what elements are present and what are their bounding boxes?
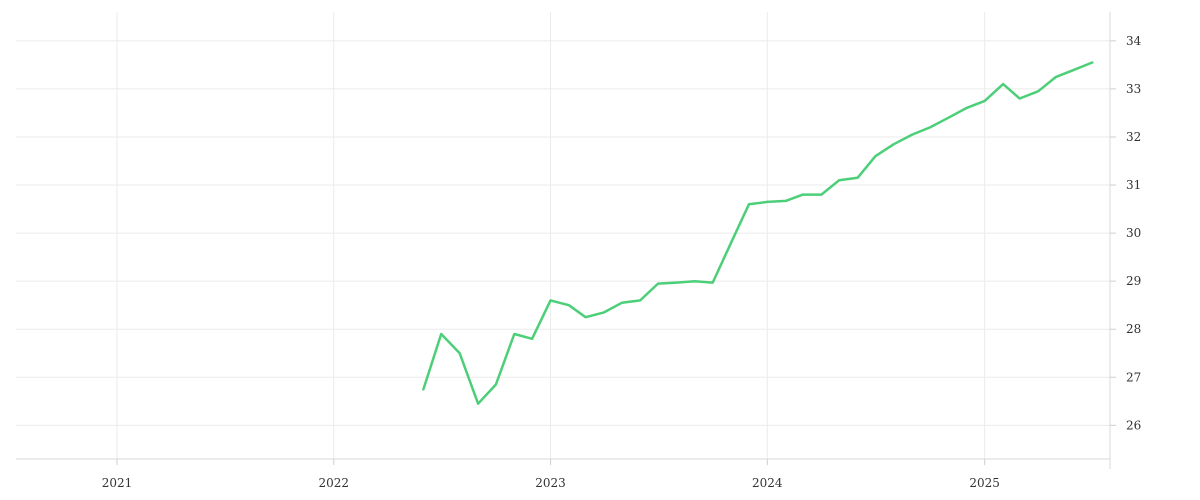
y-tick-label: 26: [1126, 418, 1141, 432]
horizontal-gridlines: [16, 40, 1110, 426]
x-tick-label: 2025: [969, 476, 1000, 490]
y-tick-label: 32: [1126, 130, 1141, 144]
x-axis-ticks: 2021 2022 2023 2024 2025: [102, 459, 1000, 490]
x-tick-label: 2022: [318, 476, 349, 490]
y-tick-label: 33: [1126, 82, 1141, 96]
y-tick-label: 27: [1126, 370, 1141, 384]
y-axis-ticks: 26 27 28 29 30 31 32 33 34: [1110, 34, 1142, 432]
vertical-gridlines: [116, 12, 986, 459]
x-tick-label: 2023: [535, 476, 566, 490]
y-tick-label: 34: [1126, 34, 1142, 48]
series-group: [422, 61, 1094, 405]
y-tick-label: 28: [1126, 322, 1141, 336]
x-tick-label: 2024: [752, 476, 783, 490]
y-tick-label: 30: [1126, 226, 1141, 240]
y-tick-label: 29: [1126, 274, 1141, 288]
y-tick-label: 31: [1126, 178, 1141, 192]
series-line: [422, 61, 1094, 405]
x-tick-label: 2021: [102, 476, 133, 490]
